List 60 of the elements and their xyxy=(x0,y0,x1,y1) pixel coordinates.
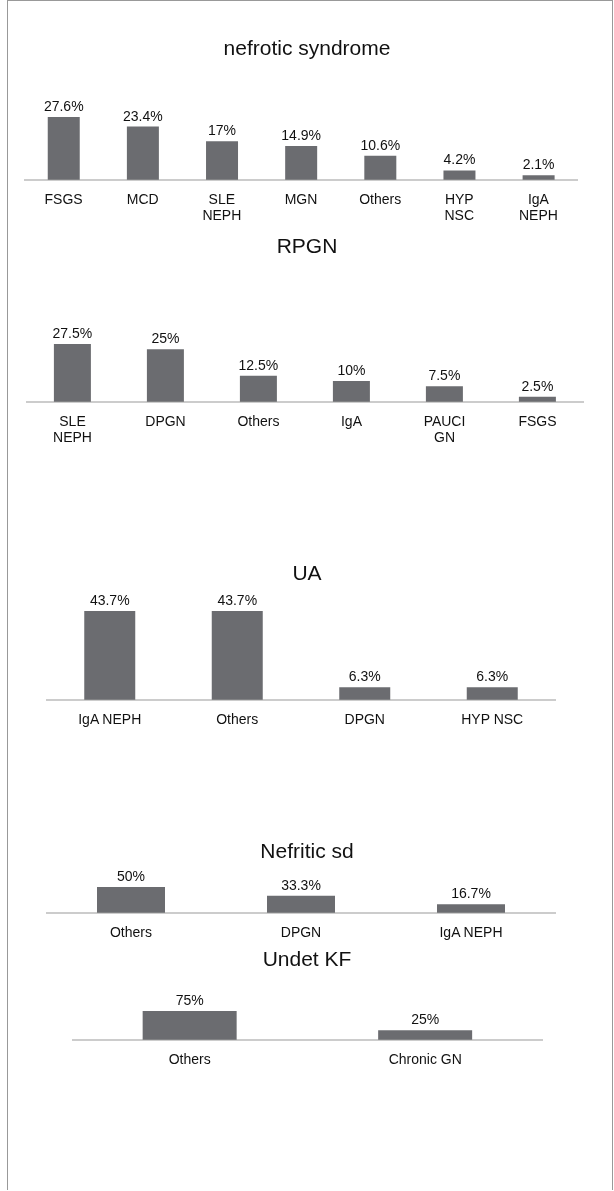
bar xyxy=(126,126,159,180)
bar xyxy=(146,349,184,402)
bar xyxy=(285,145,318,180)
data-label: 6.3% xyxy=(348,668,381,685)
chart-title: RPGN xyxy=(275,234,339,258)
bar xyxy=(425,386,463,402)
data-label: 2.1% xyxy=(522,156,555,173)
data-label: 50% xyxy=(116,868,146,884)
x-tick-label: FSGS xyxy=(44,191,83,207)
chart-title: Undet KF xyxy=(261,947,353,971)
data-label: 25% xyxy=(151,330,180,347)
bar xyxy=(364,155,397,180)
bar xyxy=(206,141,239,180)
x-tick-label: IgA NEPH xyxy=(518,191,558,223)
data-label: 27.6% xyxy=(43,98,84,114)
data-label: 43.7% xyxy=(89,592,130,608)
bar xyxy=(47,117,80,180)
data-label: 2.5% xyxy=(521,377,554,394)
data-label: 17% xyxy=(208,122,237,139)
x-tick-label: IgA NEPH xyxy=(439,924,503,940)
bar xyxy=(53,344,91,402)
data-label: 14.9% xyxy=(281,126,322,143)
data-label: 10.6% xyxy=(360,136,401,153)
x-tick-label: FSGS xyxy=(518,413,557,429)
data-label: 7.5% xyxy=(428,367,461,384)
x-tick-label: DPGN xyxy=(280,924,322,940)
x-tick-label: Chronic GN xyxy=(388,1051,462,1067)
data-label: 27.5% xyxy=(52,325,93,341)
chart-title: Nefritic sd xyxy=(259,839,355,863)
data-label: 75% xyxy=(175,992,204,1008)
bar xyxy=(332,380,370,402)
x-tick-label: Others xyxy=(359,191,402,207)
data-label: 4.2% xyxy=(443,151,476,168)
x-tick-label: IgA xyxy=(340,413,363,429)
data-label: 23.4% xyxy=(123,107,163,124)
x-tick-label: MGN xyxy=(284,191,318,207)
x-tick-label: HYP NSC xyxy=(444,191,475,223)
x-tick-label: IgA NEPH xyxy=(78,711,142,727)
data-label: 12.5% xyxy=(238,356,279,373)
bar xyxy=(239,375,277,402)
x-tick-label: SLE NEPH xyxy=(202,191,242,223)
x-tick-label: Others xyxy=(237,413,280,429)
x-tick-label: PAUCI GN xyxy=(423,413,466,445)
chart-title: nefrotic syndrome xyxy=(222,36,392,60)
data-label: 16.7% xyxy=(451,885,491,902)
x-tick-label: Others xyxy=(109,924,153,940)
x-tick-label: Others xyxy=(216,711,259,727)
x-tick-label: DPGN xyxy=(344,711,385,727)
x-tick-label: HYP NSC xyxy=(461,711,524,727)
data-label: 33.3% xyxy=(281,876,321,893)
x-tick-label: SLE NEPH xyxy=(53,413,92,445)
x-tick-label: MCD xyxy=(126,191,159,207)
data-label: 43.7% xyxy=(217,592,258,608)
bar xyxy=(443,170,476,180)
x-tick-label: Others xyxy=(168,1051,211,1067)
chart-title: UA xyxy=(291,561,323,585)
data-label: 6.3% xyxy=(476,668,509,685)
x-tick-label: DPGN xyxy=(145,413,186,429)
data-label: 10% xyxy=(337,361,366,378)
data-label: 25% xyxy=(411,1011,440,1028)
